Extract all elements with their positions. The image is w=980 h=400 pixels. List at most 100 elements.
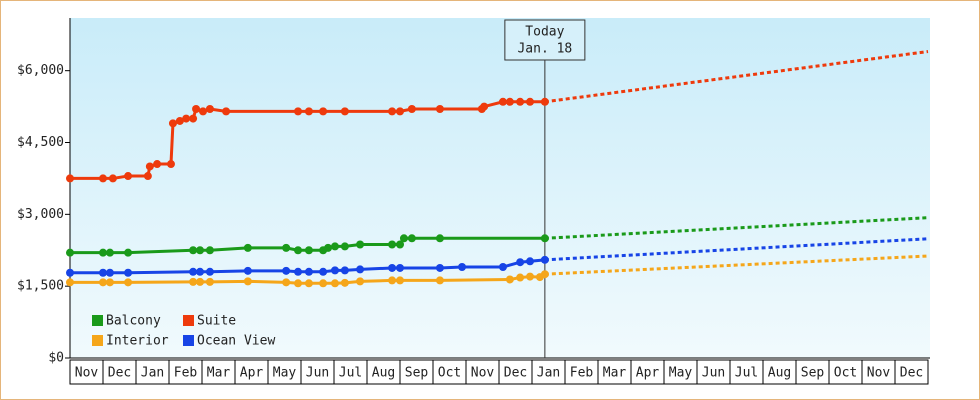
data-point	[330, 266, 339, 275]
x-tick-label: Jan	[141, 366, 164, 381]
data-point	[304, 279, 313, 288]
x-tick-label: May	[273, 366, 297, 381]
data-point	[189, 267, 198, 276]
data-point	[388, 107, 397, 116]
legend-label: Ocean View	[197, 334, 275, 349]
data-point	[108, 174, 117, 183]
data-point	[294, 279, 303, 288]
data-point	[168, 119, 177, 128]
today-label: Jan. 18	[517, 42, 572, 57]
data-point	[124, 278, 133, 287]
data-point	[505, 275, 514, 284]
data-point	[526, 272, 535, 281]
plot: $0 $1,500 $3,000 $4,500 $6,000 Nov Dec Jan Feb Ma…	[17, 18, 930, 385]
data-point	[396, 263, 404, 272]
y-tick-label: $4,500	[17, 135, 64, 150]
data-point	[526, 97, 535, 106]
forecast-line	[544, 216, 929, 240]
data-point	[99, 248, 107, 257]
data-point	[435, 276, 444, 285]
legend-label: Suite	[197, 314, 236, 329]
data-point	[66, 174, 74, 183]
x-tick-label: Feb	[174, 366, 198, 381]
data-point	[399, 234, 408, 243]
data-point	[516, 273, 525, 282]
x-tick-label: Sep	[405, 366, 429, 381]
data-point	[66, 278, 74, 287]
data-point	[189, 114, 198, 123]
data-point	[540, 97, 549, 106]
data-point	[66, 268, 74, 277]
data-point	[319, 267, 328, 276]
data-point	[388, 263, 397, 272]
x-tick-label: Nov	[75, 366, 99, 381]
data-point	[294, 267, 303, 276]
legend-swatch	[183, 335, 194, 346]
data-point	[356, 277, 365, 286]
data-point	[304, 107, 313, 116]
data-point	[540, 255, 549, 264]
forecast-line	[544, 50, 929, 104]
data-point	[340, 278, 349, 287]
y-tick-label: $6,000	[17, 63, 64, 78]
data-point	[304, 246, 313, 255]
data-point	[480, 102, 489, 111]
legend-label: Balcony	[106, 314, 161, 329]
legend-swatch	[183, 315, 194, 326]
x-tick-label: Jul	[735, 366, 758, 381]
plot-area	[70, 18, 930, 358]
forecast-line	[544, 254, 929, 276]
data-point	[340, 107, 349, 116]
x-tick-label: Feb	[570, 366, 594, 381]
x-tick-label: Apr	[636, 366, 660, 381]
today-box	[504, 19, 586, 61]
data-point	[282, 243, 291, 252]
data-point	[516, 258, 525, 267]
data-point	[153, 160, 162, 169]
y-tick-label: $1,500	[17, 279, 64, 294]
data-point	[124, 172, 133, 181]
data-point	[294, 107, 303, 116]
x-tick-label: May	[669, 366, 693, 381]
data-point	[319, 279, 328, 288]
data-point	[196, 246, 205, 255]
legend-swatch	[92, 335, 103, 346]
x-tick-label: Nov	[867, 366, 891, 381]
x-tick-label: Aug	[372, 366, 395, 381]
data-point	[526, 257, 535, 266]
data-point	[189, 277, 198, 286]
x-tick-label: Jan	[537, 366, 560, 381]
data-point	[340, 242, 349, 251]
data-point	[175, 116, 184, 125]
data-point	[192, 104, 201, 113]
data-point	[396, 107, 404, 116]
data-point	[243, 277, 252, 286]
data-point	[498, 263, 507, 272]
data-point	[124, 268, 133, 277]
data-point	[435, 263, 444, 272]
data-point	[435, 104, 444, 113]
x-tick-label: Mar	[207, 366, 231, 381]
x-tick-label: Jun	[702, 366, 725, 381]
data-point	[99, 268, 107, 277]
data-point	[243, 243, 252, 252]
data-point	[505, 97, 514, 106]
data-point	[407, 234, 416, 243]
x-tick-label: Aug	[768, 366, 791, 381]
data-point	[324, 243, 333, 252]
data-point	[99, 174, 107, 183]
data-point	[330, 242, 339, 251]
x-tick-label: Nov	[471, 366, 495, 381]
data-point	[105, 278, 114, 287]
x-tick-label: Jun	[306, 366, 329, 381]
x-tick-label: Oct	[438, 366, 461, 381]
data-point	[356, 265, 365, 274]
data-point	[282, 278, 291, 287]
data-point	[222, 107, 231, 116]
data-point	[388, 240, 397, 249]
legend-swatch	[92, 315, 103, 326]
data-point	[105, 248, 114, 257]
data-point	[356, 240, 365, 249]
